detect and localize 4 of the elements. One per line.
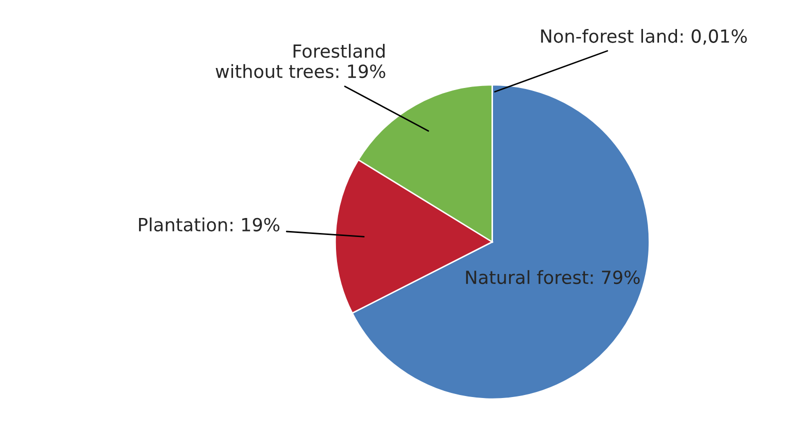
slice-label: Non-forest land: 0,01%	[541, 28, 747, 45]
slice-label: Forestland without trees: 19%	[216, 44, 386, 78]
slice-label: Natural forest: 79%	[466, 270, 640, 284]
slice-label: Plantation: 19%	[139, 218, 280, 232]
